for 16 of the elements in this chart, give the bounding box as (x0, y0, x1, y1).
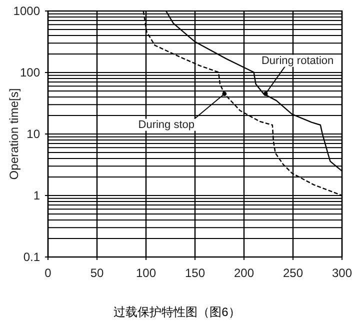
y-tick-label: 1000 (13, 4, 40, 18)
y-tick-label: 0.1 (23, 250, 40, 264)
annotation: During rotation (261, 54, 334, 67)
x-tick-label: 50 (90, 266, 104, 280)
y-tick-label: 1 (33, 188, 40, 202)
annotation: During stop (138, 118, 195, 131)
x-tick-label: 100 (136, 266, 156, 280)
x-tick-label: 300 (332, 266, 352, 280)
y-tick-label: 10 (26, 127, 40, 141)
text: 过载保护特性图（图6） (114, 305, 240, 319)
y-axis-title: Operation time[s] (7, 88, 21, 180)
x-tick-label: 200 (234, 266, 254, 280)
y-tick-label: 100 (20, 66, 40, 80)
x-tick-label: 0 (44, 266, 52, 280)
x-tick-label: 250 (282, 266, 304, 280)
x-tick-label: 150 (184, 266, 206, 280)
